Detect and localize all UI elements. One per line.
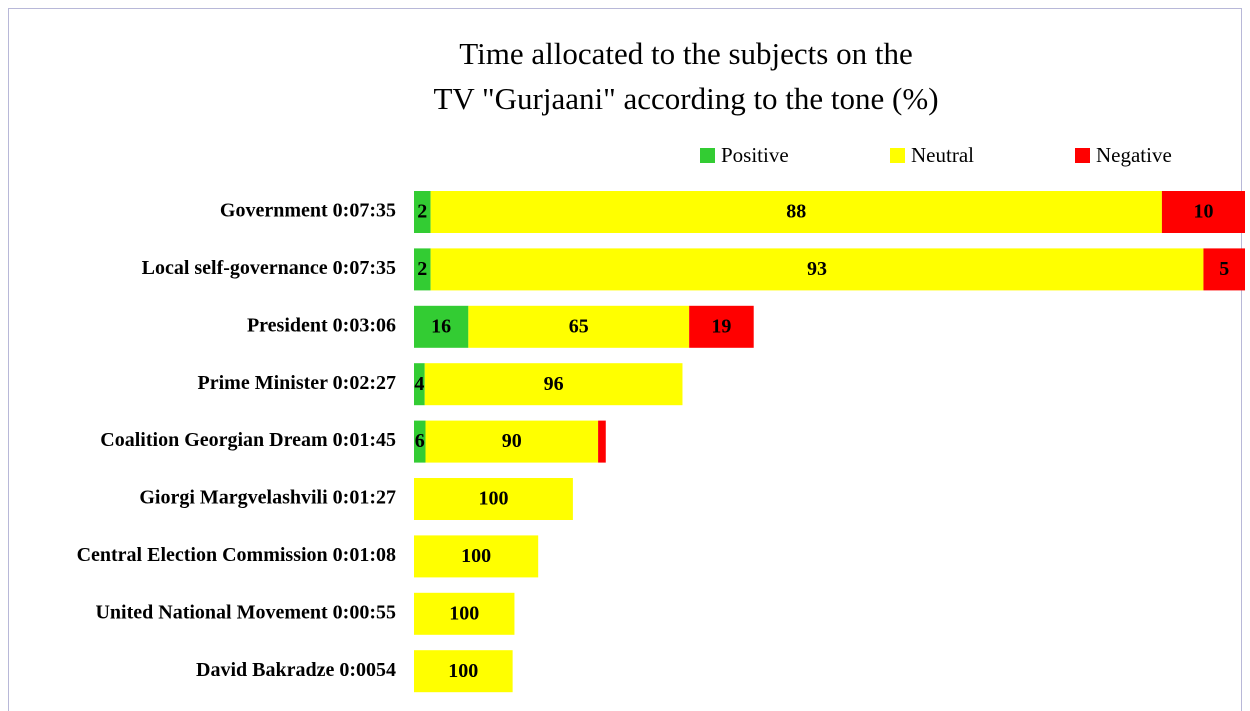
legend-label: Positive <box>721 143 789 167</box>
bar-segment <box>414 650 513 693</box>
bar-segment <box>1161 191 1245 233</box>
bar-segment <box>430 248 1204 291</box>
bar-segment <box>414 305 469 348</box>
y-tick-label: David Bakradze 0:0054 <box>196 659 396 681</box>
bar-segment <box>598 420 606 463</box>
data-label: 100 <box>448 660 478 682</box>
data-label: 100 <box>449 602 479 624</box>
data-label: 93 <box>807 258 827 280</box>
bar-segment <box>1203 248 1245 291</box>
bar-segment <box>414 420 426 463</box>
y-tick-label: Local self-governance 0:07:35 <box>142 257 396 279</box>
bar-segment <box>424 363 683 406</box>
data-label: 5 <box>1219 258 1229 280</box>
bar-segment <box>414 478 573 520</box>
legend-label: Neutral <box>911 143 974 167</box>
data-label: 16 <box>431 315 451 337</box>
frame <box>8 8 1242 711</box>
y-tick-label: Prime Minister 0:02:27 <box>198 372 396 394</box>
legend-label: Negative <box>1096 143 1172 167</box>
data-label: 96 <box>544 373 564 395</box>
y-tick-label: Coalition Georgian Dream 0:01:45 <box>100 429 396 451</box>
data-label: 19 <box>711 315 731 337</box>
bar-segment <box>414 535 539 578</box>
chart-title: TV "Gurjaani" according to the tone (%) <box>433 81 938 116</box>
bar-segment <box>414 363 425 406</box>
bar-segment <box>468 305 690 348</box>
y-tick-label: Government 0:07:35 <box>220 200 396 222</box>
bar-segment <box>414 248 431 291</box>
data-label: 4 <box>414 373 424 395</box>
data-label: 100 <box>478 488 508 510</box>
data-label: 10 <box>1193 201 1213 223</box>
y-tick-label: United National Movement 0:00:55 <box>95 601 396 623</box>
bar-segment <box>689 305 754 348</box>
data-label: 65 <box>569 315 589 337</box>
data-label: 100 <box>461 545 491 567</box>
data-label: 90 <box>502 430 522 452</box>
bar-segment <box>425 420 599 463</box>
y-tick-label: President 0:03:06 <box>247 314 396 336</box>
data-label: 2 <box>417 201 427 223</box>
y-tick-label: Giorgi Margvelashvili 0:01:27 <box>139 487 396 509</box>
bar-segment <box>414 592 515 635</box>
bar-segment <box>430 191 1162 233</box>
y-tick-label: Central Election Commission 0:01:08 <box>77 544 396 566</box>
legend-swatch <box>700 148 715 163</box>
legend-swatch <box>1075 148 1090 163</box>
data-label: 88 <box>786 201 806 223</box>
legend-swatch <box>890 148 905 163</box>
data-label: 6 <box>415 430 425 452</box>
chart-title: Time allocated to the subjects on the <box>459 36 912 71</box>
data-label: 2 <box>417 258 427 280</box>
bar-segment <box>414 191 431 233</box>
